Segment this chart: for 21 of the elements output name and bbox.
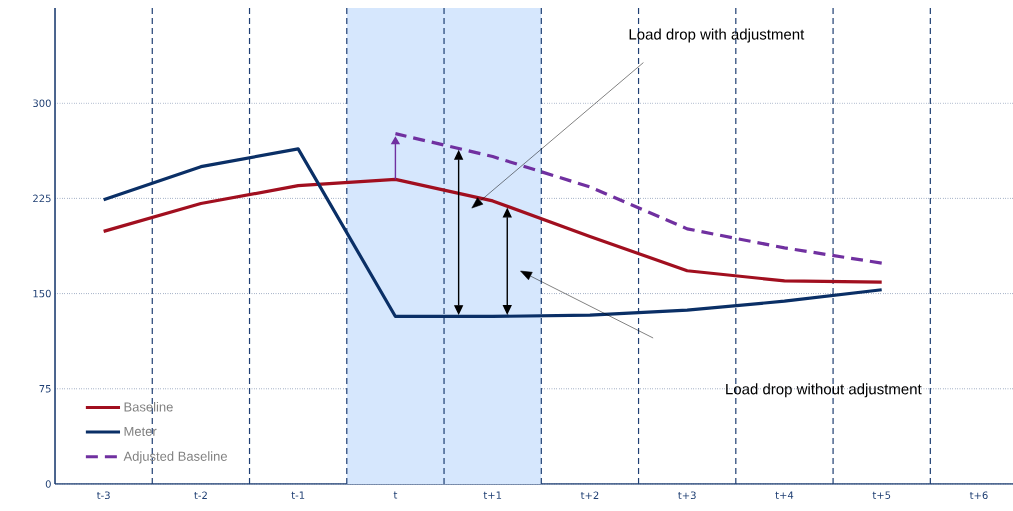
y-tick-label: 0 [45,480,51,488]
annotation: Load drop without adjustment [726,383,922,398]
x-tick-label: t [393,491,398,499]
y-tick-label: 150 [33,289,51,298]
x-tick-label: t+5 [872,491,891,499]
x-tick-label: t+3 [678,491,696,500]
x-tick-label: t+4 [775,491,794,499]
annotation: Load drop with adjustment [629,28,805,43]
y-tick-label: 300 [33,99,51,107]
line-series [102,147,884,319]
x-tick-label: t-3 [96,491,110,500]
x-tick-label: t+2 [580,491,599,499]
x-tick-label: t-2 [194,491,207,499]
legend-label: Baseline [124,401,173,412]
y-tick-label: 75 [39,385,51,393]
y-tick-label: 225 [33,194,51,203]
x-tick-label: t-1 [291,491,305,499]
line-series [102,177,884,284]
legend-label: Adjusted Baseline [123,451,227,464]
x-tick-label: t+1 [483,491,502,499]
x-tick-label: t+6 [969,491,988,500]
